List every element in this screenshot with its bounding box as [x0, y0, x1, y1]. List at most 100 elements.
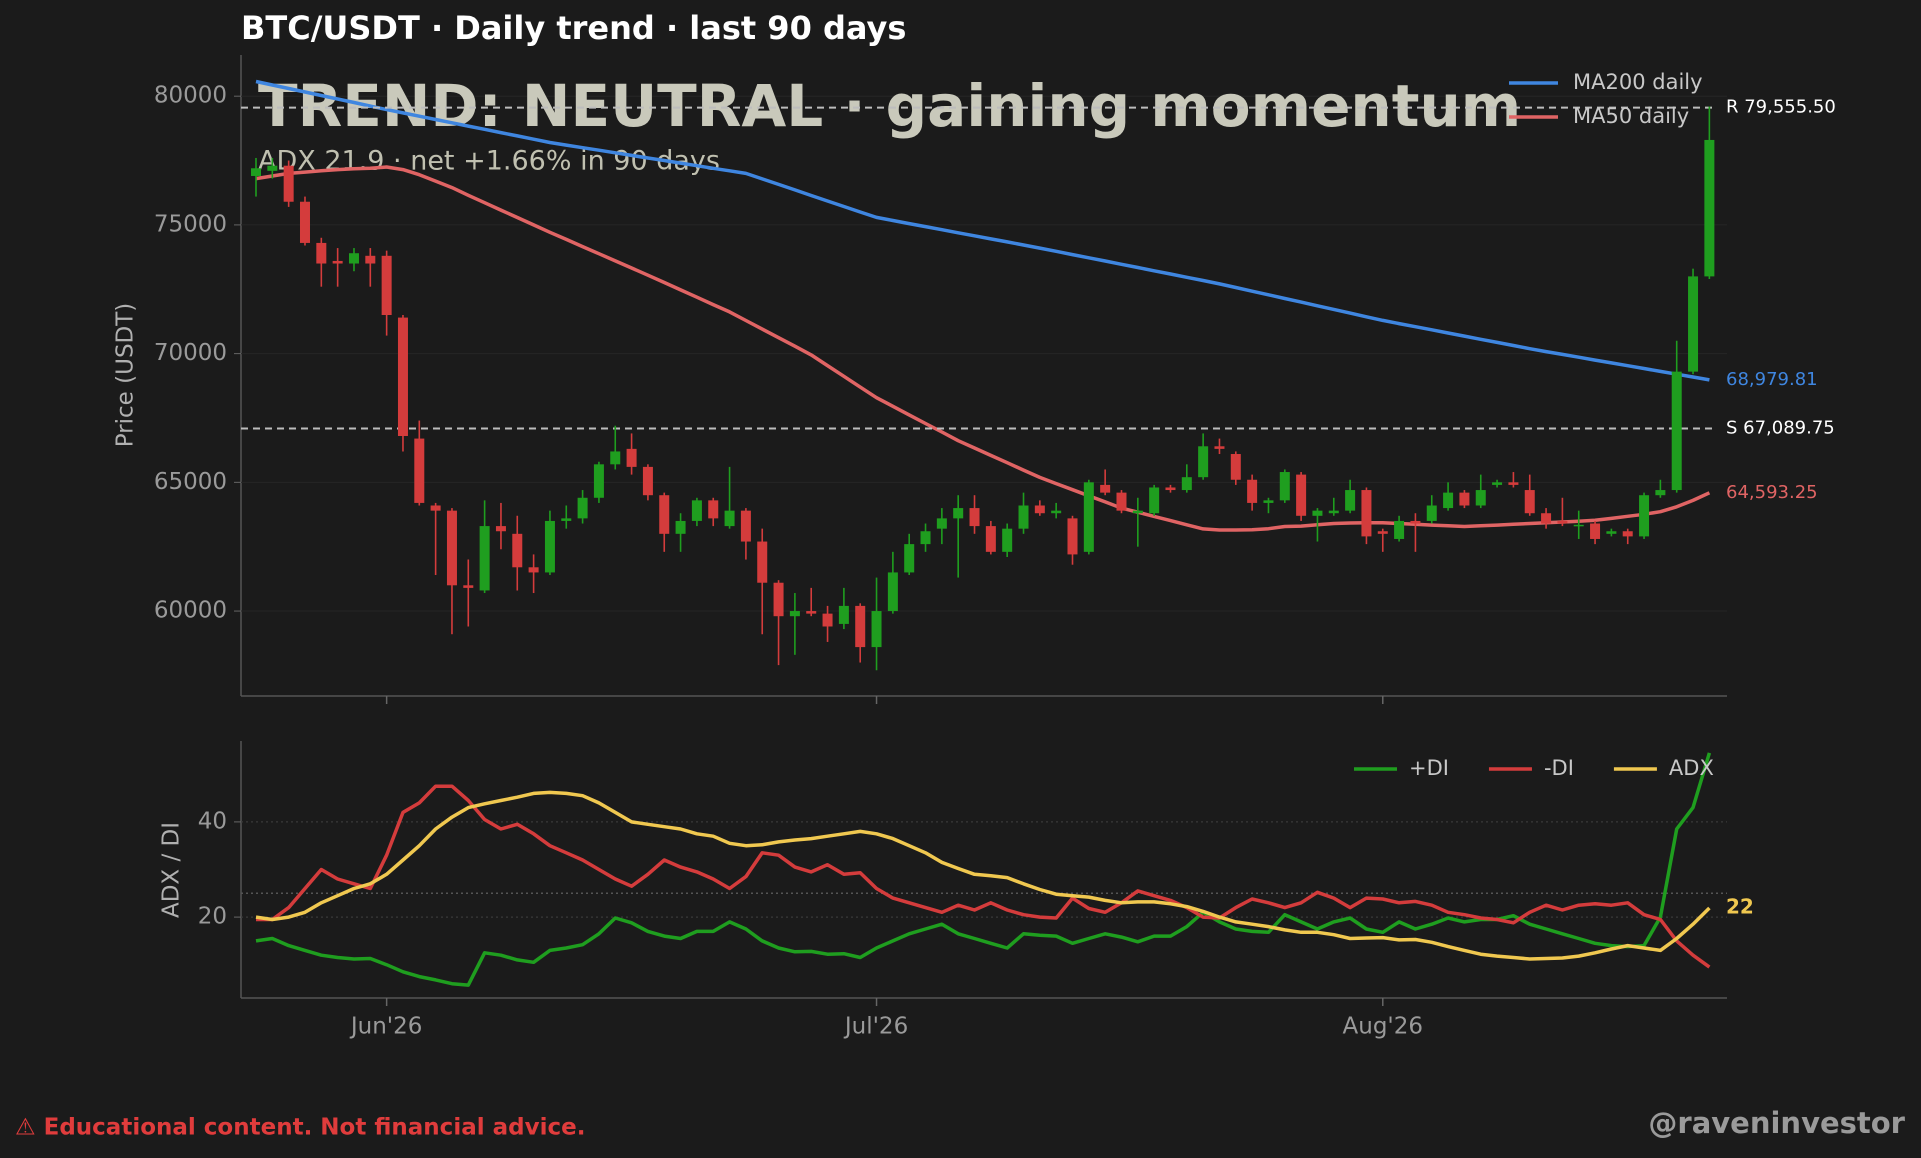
- y-tick-label: 40: [198, 808, 227, 834]
- candle-body: [1214, 446, 1225, 449]
- candle-body: [789, 611, 800, 617]
- candle-body: [414, 438, 425, 503]
- candle-body: [1132, 510, 1143, 514]
- candle-body: [904, 544, 915, 573]
- y-axis-label: Price (USDT): [113, 303, 139, 448]
- candle-body: [985, 526, 996, 552]
- y-tick-label: 20: [198, 904, 227, 930]
- candle-body: [1443, 492, 1454, 509]
- candle-body: [365, 255, 376, 264]
- candle-body: [1034, 505, 1045, 514]
- line: [255, 79, 1710, 382]
- end-label: 68,979.81: [1726, 369, 1818, 390]
- candle-body: [1067, 518, 1078, 555]
- candle-body: [577, 497, 588, 519]
- candle-body: [544, 520, 555, 573]
- candle-body: [1704, 139, 1715, 277]
- candle-body: [1492, 482, 1503, 485]
- candle-body: [397, 317, 408, 436]
- candle-body: [871, 611, 882, 648]
- candle-body: [1198, 446, 1209, 478]
- candle-body: [1181, 477, 1192, 491]
- line: [255, 752, 1712, 987]
- legend-label: -DI: [1544, 756, 1574, 780]
- candle-body: [724, 510, 735, 527]
- x-tick-label: Aug'26: [1343, 1014, 1424, 1040]
- candle-body: [1655, 490, 1666, 496]
- candle-body: [1018, 505, 1029, 529]
- candle-body: [561, 518, 572, 521]
- candle-body: [1590, 523, 1601, 539]
- candle-body: [757, 541, 768, 583]
- x-tick-label: Jul'26: [843, 1014, 908, 1040]
- legend-label: MA200 daily: [1573, 70, 1703, 94]
- candle-body: [1394, 520, 1405, 539]
- end-label: 64,593.25: [1726, 482, 1818, 503]
- candle-body: [1524, 490, 1535, 514]
- candle-body: [251, 168, 261, 176]
- line: [255, 790, 1711, 961]
- candle-body: [1361, 490, 1372, 537]
- candle-body: [1002, 528, 1013, 552]
- candle-body: [593, 464, 604, 498]
- candle-body: [1377, 531, 1388, 534]
- line: [255, 165, 1711, 532]
- candle-body: [610, 451, 621, 465]
- candle-body: [626, 448, 637, 467]
- level-label: R 79,555.50: [1726, 97, 1836, 118]
- candle-body: [691, 500, 702, 521]
- candle-body: [299, 201, 310, 243]
- candle-body: [283, 165, 294, 202]
- candle-body: [1083, 482, 1094, 552]
- candle-body: [855, 605, 866, 648]
- candle-body: [1459, 492, 1470, 506]
- candle-body: [806, 611, 817, 614]
- candle-body: [1312, 510, 1323, 516]
- candle-body: [1116, 492, 1127, 511]
- legend-label: MA50 daily: [1573, 104, 1689, 128]
- y-tick-label: 65000: [154, 469, 227, 495]
- candle-body: [822, 613, 833, 627]
- candle-body: [1051, 510, 1062, 514]
- candle-body: [1410, 520, 1421, 524]
- legend-label: ADX: [1669, 756, 1714, 780]
- candle-body: [659, 495, 670, 534]
- candle-body: [463, 585, 474, 588]
- y-tick-label: 75000: [154, 211, 227, 237]
- candle-body: [1345, 490, 1356, 511]
- candle-body: [1688, 276, 1699, 372]
- y-axis-label: ADX / DI: [159, 822, 185, 918]
- handle: @raveninvestor: [1648, 1106, 1905, 1140]
- candle-body: [1165, 487, 1176, 491]
- candle-body: [1296, 474, 1307, 516]
- candle-body: [1606, 531, 1617, 534]
- candle-body: [267, 165, 278, 171]
- candle-body: [969, 508, 980, 527]
- candle-body: [1622, 531, 1633, 537]
- candle-body: [348, 253, 359, 264]
- candle-body: [316, 242, 327, 264]
- candle-body: [1247, 479, 1258, 503]
- chart-title: BTC/USDT · Daily trend · last 90 days: [241, 9, 906, 47]
- line: [256, 784, 1711, 969]
- candle-body: [381, 255, 392, 316]
- candle-body: [740, 510, 751, 542]
- legend-label: +DI: [1409, 756, 1449, 780]
- candle-body: [528, 567, 539, 573]
- y-tick-label: 70000: [154, 340, 227, 366]
- y-tick-label: 60000: [154, 598, 227, 624]
- trend-headline: TREND: NEUTRAL · gaining momentum: [258, 72, 1521, 140]
- candle-body: [512, 533, 523, 568]
- candle-body: [430, 505, 441, 511]
- candle-body: [920, 531, 931, 545]
- candle-body: [1475, 490, 1486, 506]
- candle-body: [479, 526, 490, 591]
- level-label: S 67,089.75: [1726, 418, 1835, 439]
- x-tick-label: Jun'26: [349, 1014, 423, 1040]
- candle-body: [1263, 500, 1274, 503]
- candle-body: [1573, 524, 1584, 527]
- candle-body: [887, 572, 898, 612]
- candle-body: [1279, 472, 1290, 501]
